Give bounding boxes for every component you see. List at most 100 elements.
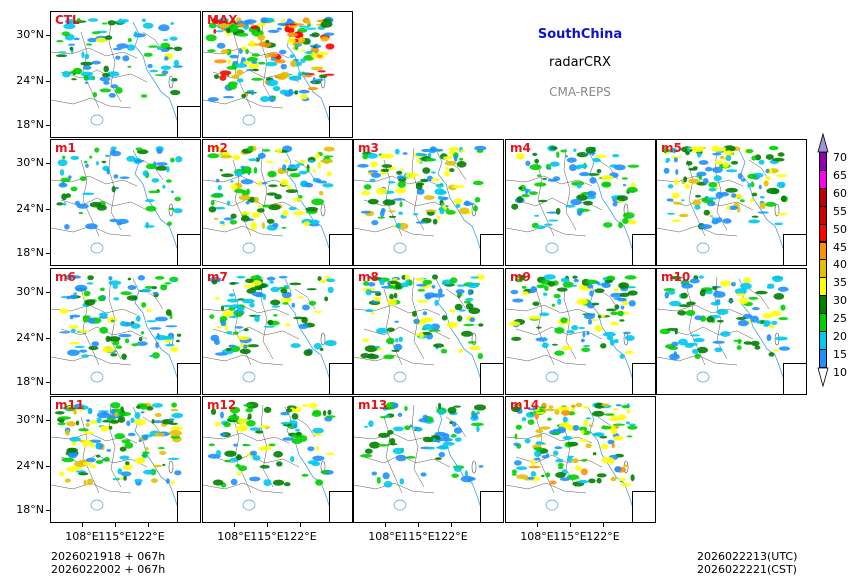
- radar-echo: [594, 154, 607, 158]
- radar-echo: [220, 49, 229, 55]
- radar-echo: [392, 198, 406, 201]
- radar-echo: [678, 338, 688, 346]
- radar-echo: [231, 74, 240, 79]
- province-border: [203, 225, 284, 237]
- radar-echo: [452, 184, 465, 189]
- radar-echo: [247, 417, 251, 420]
- province-border: [363, 197, 451, 211]
- radar-echo: [281, 291, 292, 299]
- latitude-tick: [46, 81, 50, 82]
- radar-echo: [165, 179, 172, 183]
- longitude-tick: [537, 523, 538, 527]
- radar-echo: [124, 442, 134, 449]
- radar-echo: [121, 439, 131, 444]
- radar-echo: [703, 178, 709, 185]
- radar-echo: [544, 285, 549, 292]
- radar-echo: [313, 433, 323, 437]
- radar-echo: [226, 28, 231, 34]
- radar-echo: [140, 331, 145, 335]
- radar-echo: [781, 183, 785, 188]
- south-china-sea-inset: [177, 106, 200, 137]
- radar-echo: [548, 405, 554, 409]
- radar-echo: [66, 466, 78, 472]
- radar-echo: [768, 352, 775, 357]
- radar-echo: [768, 145, 779, 151]
- radar-map: [506, 402, 638, 522]
- radar-echo: [251, 212, 261, 219]
- radar-echo: [736, 293, 746, 297]
- radar-echo: [261, 149, 271, 152]
- province-border: [203, 354, 284, 366]
- radar-echo: [596, 473, 607, 478]
- radar-echo: [258, 61, 266, 65]
- radar-echo: [140, 94, 148, 98]
- radar-echo: [317, 51, 329, 56]
- radar-echo: [743, 341, 753, 345]
- radar-echo: [671, 219, 682, 223]
- coastline: [132, 21, 183, 137]
- radar-echo: [222, 304, 232, 308]
- radar-echo: [699, 289, 706, 297]
- radar-echo: [220, 154, 232, 159]
- radar-echo: [628, 219, 637, 225]
- radar-echo: [512, 298, 524, 303]
- radar-echo: [725, 155, 732, 162]
- radar-echo: [139, 403, 148, 410]
- radar-echo: [133, 31, 138, 38]
- radar-echo: [228, 344, 236, 348]
- radar-echo: [69, 294, 78, 300]
- colorbar-swatch: [819, 169, 827, 189]
- radar-echo: [432, 274, 438, 280]
- radar-echo: [217, 325, 222, 329]
- radar-echo: [686, 301, 696, 306]
- south-china-sea-inset: [783, 363, 806, 394]
- radar-echo: [62, 70, 71, 78]
- radar-echo: [69, 436, 81, 442]
- province-border: [51, 97, 132, 109]
- radar-echo: [288, 206, 297, 211]
- radar-echo: [382, 199, 396, 206]
- radar-echo: [476, 411, 480, 415]
- radar-echo: [313, 45, 317, 49]
- radar-echo: [474, 197, 481, 203]
- radar-echo: [438, 445, 448, 450]
- radar-echo: [211, 279, 218, 285]
- radar-echo: [212, 147, 224, 150]
- radar-echo: [322, 18, 332, 22]
- radar-echo: [259, 465, 270, 469]
- radar-echo: [59, 471, 65, 477]
- radar-map: [203, 401, 336, 522]
- south-china-sea-inset: [632, 363, 655, 394]
- radar-echo: [121, 19, 127, 24]
- province-border: [51, 354, 132, 366]
- radar-echo: [562, 416, 568, 423]
- latitude-tick: [46, 253, 50, 254]
- radar-echo: [777, 212, 788, 216]
- province-border: [260, 147, 274, 231]
- radar-echo: [392, 402, 399, 409]
- radar-echo: [760, 195, 765, 199]
- radar-echo: [135, 457, 145, 464]
- radar-echo: [596, 169, 602, 174]
- radar-echo: [83, 75, 89, 81]
- radar-echo: [476, 149, 484, 153]
- radar-echo: [245, 48, 249, 55]
- province-border: [506, 482, 587, 494]
- radar-echo: [474, 145, 487, 151]
- radar-echo: [571, 404, 576, 408]
- radar-echo: [415, 152, 423, 156]
- radar-echo: [581, 429, 585, 435]
- radar-echo: [751, 155, 757, 161]
- radar-echo: [66, 295, 71, 300]
- radar-echo: [82, 315, 91, 319]
- radar-echo: [245, 278, 254, 283]
- province-border: [506, 354, 587, 366]
- radar-echo: [227, 83, 237, 90]
- radar-echo: [320, 36, 330, 42]
- radar-echo: [122, 55, 130, 62]
- radar-echo: [543, 292, 548, 296]
- radar-echo: [614, 164, 626, 171]
- radar-echo: [170, 190, 174, 194]
- radar-echo: [280, 63, 287, 70]
- radar-echo: [152, 420, 164, 424]
